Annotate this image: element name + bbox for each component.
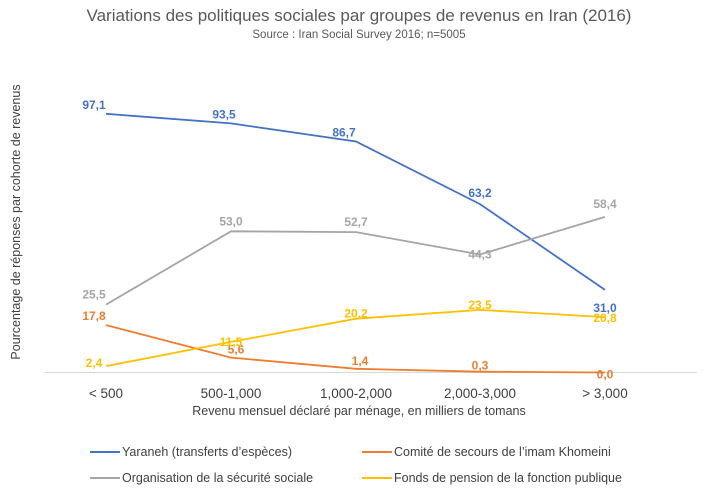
data-label: 0,3 <box>472 359 489 373</box>
data-label: 97,1 <box>82 98 106 112</box>
data-label: 17,8 <box>82 309 106 323</box>
data-label: 11,5 <box>220 335 243 349</box>
data-label: 31,0 <box>593 301 617 315</box>
data-label: 23,5 <box>468 298 492 312</box>
x-axis-title: Revenu mensuel déclaré par ménage, en mi… <box>192 404 526 418</box>
legend-label: Organisation de la sécurité sociale <box>122 471 313 485</box>
series-line <box>105 308 606 367</box>
data-label: 25,5 <box>82 288 106 302</box>
data-label: 52,7 <box>344 215 368 229</box>
series-line <box>105 324 606 374</box>
y-axis-title: Pourcentage de réponses par cohorte de r… <box>9 84 23 359</box>
x-tick-label: 1,000-2,000 <box>320 386 392 401</box>
x-tick-label: 2,000-3,000 <box>444 386 516 401</box>
data-label: 86,7 <box>332 126 356 140</box>
chart-title: Variations des politiques sociales par g… <box>87 6 632 25</box>
data-label: 5,6 <box>228 343 245 357</box>
data-label: 93,5 <box>212 107 236 121</box>
legend-label: Comité de secours de l’imam Khomeini <box>394 445 611 459</box>
x-tick-label: < 500 <box>89 386 123 401</box>
data-label: 53,0 <box>219 214 243 228</box>
data-label: 20,8 <box>593 311 617 325</box>
series-line <box>105 112 606 291</box>
data-label: 44,3 <box>468 247 492 261</box>
chart-subtitle: Source : Iran Social Survey 2016; n=5005 <box>252 29 465 41</box>
legend-label: Fonds de pension de la fonction publique <box>394 471 622 485</box>
x-tick-label: 500-1,000 <box>201 386 262 401</box>
x-tick-label: > 3,000 <box>582 386 627 401</box>
data-label: 2,4 <box>86 356 103 370</box>
data-label: 0,0 <box>597 368 614 382</box>
data-label: 1,4 <box>352 354 369 368</box>
data-label: 63,2 <box>468 186 492 200</box>
data-label: 20,2 <box>344 307 368 321</box>
legend-label: Yaraneh (transferts d’espèces) <box>122 445 292 459</box>
data-label: 58,4 <box>593 197 617 211</box>
series-line <box>105 216 606 306</box>
